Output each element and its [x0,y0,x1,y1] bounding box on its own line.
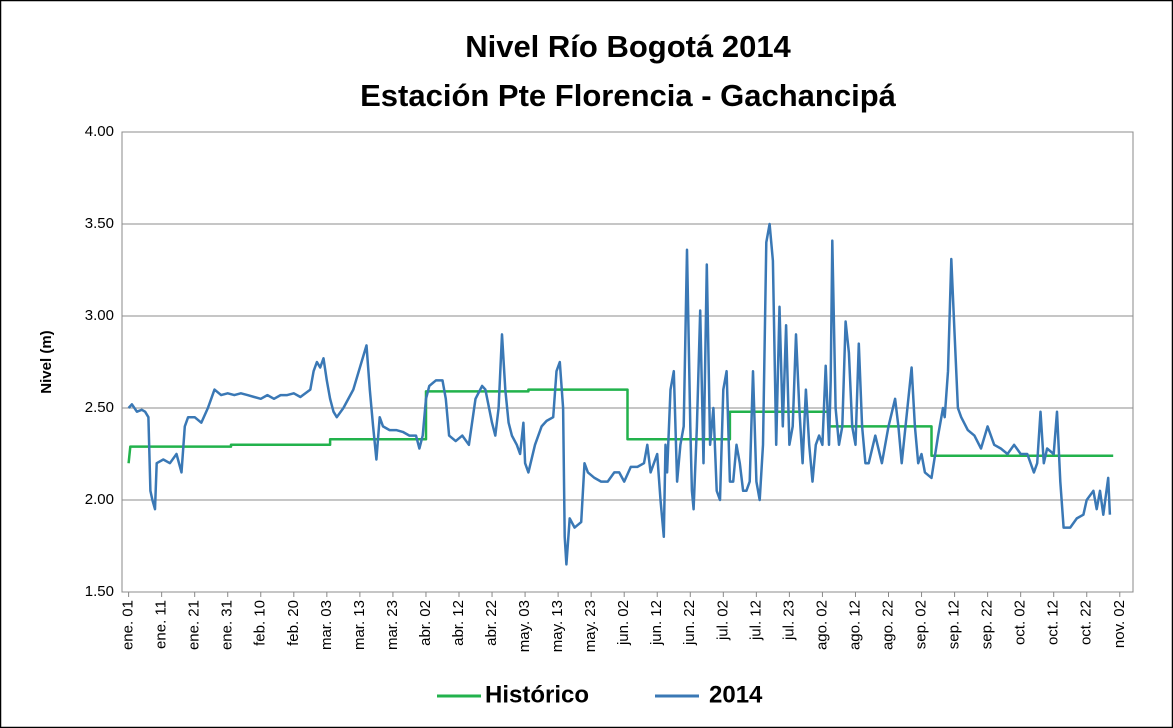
x-tick-label: nov. 02 [1111,600,1128,648]
x-tick-label: may. 23 [582,600,599,652]
x-tick-label: feb. 20 [285,600,302,646]
x-tick-label: jun. 12 [648,600,665,646]
x-tick-label: jun. 22 [681,600,698,646]
y-axis-label: Nivel (m) [38,330,55,393]
x-tick-label: oct. 02 [1012,600,1029,645]
y-tick-label: 3.00 [85,307,114,324]
chart-subtitle: Estación Pte Florencia - Gachancipá [360,78,897,113]
x-tick-label: jul. 12 [747,600,764,641]
x-tick-label: ene. 21 [186,600,203,650]
x-tick-label: mar. 03 [318,600,335,650]
x-tick-label: sep. 22 [979,600,996,649]
x-tick-label: jul. 23 [780,600,797,641]
line-series [127,222,1112,566]
x-tick-label: sep. 02 [913,600,930,649]
x-tick-label: jul. 02 [714,600,731,641]
legend-label: 2014 [709,681,763,708]
x-tick-label: ene. 01 [120,600,137,650]
x-tick-label: oct. 22 [1078,600,1095,645]
x-tick-label: ago. 02 [813,600,830,650]
x-tick-label: jun. 02 [615,600,632,646]
y-tick-label: 1.50 [85,583,114,600]
x-tick-label: ene. 11 [153,600,170,649]
x-tick-label: abr. 12 [450,600,467,646]
y-tick-label: 2.00 [85,491,114,508]
legend-label: Histórico [485,681,589,708]
x-tick-label: oct. 12 [1045,600,1062,645]
x-tick-label: ago. 12 [846,600,863,650]
x-tick-label: sep. 12 [946,600,963,649]
x-tick-label: may. 13 [549,600,566,652]
y-tick-label: 3.50 [85,215,114,232]
x-tick-label: feb. 10 [252,600,269,646]
x-tick-label: abr. 02 [417,600,434,646]
x-tick-label: mar. 13 [351,600,368,650]
x-tick-label: ago. 22 [879,600,896,650]
y-tick-label: 4.00 [85,123,114,140]
chart-title: Nivel Río Bogotá 2014 [465,29,791,64]
x-tick-label: ene. 31 [219,600,236,650]
x-tick-label: abr. 22 [483,600,500,646]
y-tick-label: 2.50 [85,399,114,416]
x-tick-label: may. 03 [516,600,533,652]
x-tick-label: mar. 23 [384,600,401,650]
